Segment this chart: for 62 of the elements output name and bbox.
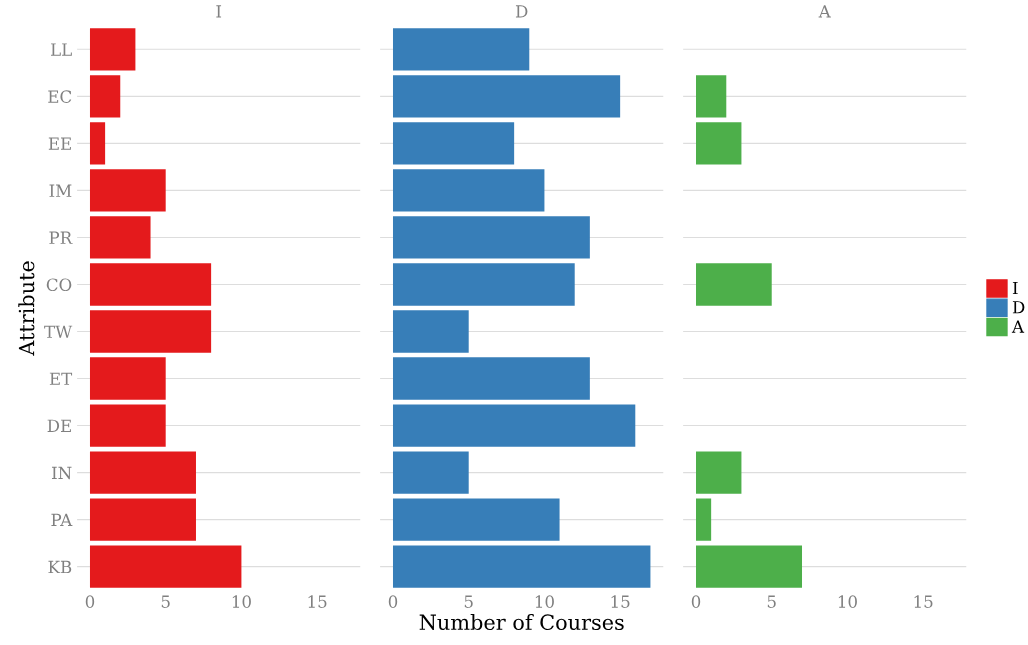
x-tick-label: 5 (464, 595, 473, 608)
bar (392, 122, 515, 165)
bar (89, 498, 196, 541)
legend-label: D (1012, 301, 1025, 314)
x-axis-title: Number of Courses (419, 613, 624, 631)
chart-title: A (818, 5, 831, 18)
bar (392, 169, 545, 212)
y-tick-label: KB (48, 560, 72, 573)
y-tick-label: IM (49, 184, 72, 197)
bar (89, 263, 212, 306)
y-tick-label: DE (47, 419, 71, 432)
bar (392, 404, 636, 447)
bar (392, 357, 590, 400)
y-tick-label: EE (48, 137, 71, 150)
y-tick-label: EC (48, 90, 72, 103)
chart-title: D (515, 5, 528, 18)
x-tick-label: 10 (535, 595, 554, 608)
bar (392, 28, 530, 71)
bar (696, 122, 742, 165)
bar (696, 498, 712, 541)
bar (392, 451, 469, 494)
bar (89, 28, 136, 71)
x-tick-label: 0 (388, 595, 398, 608)
bar (392, 75, 621, 118)
y-tick-label: IN (51, 466, 72, 480)
y-axis-title: Attribute (18, 261, 35, 356)
bar (89, 357, 166, 400)
bar (89, 310, 212, 353)
x-tick-label: 5 (161, 595, 170, 608)
bar (89, 216, 151, 259)
legend-label: I (1012, 281, 1018, 295)
bar (89, 169, 166, 212)
bar (696, 263, 772, 306)
x-tick-label: 10 (232, 595, 251, 608)
bar (696, 545, 803, 588)
x-tick-label: 5 (767, 595, 776, 608)
bar (392, 498, 560, 541)
bar (89, 404, 166, 447)
y-tick-label: LL (51, 43, 72, 56)
bar (89, 451, 196, 494)
y-tick-label: ET (49, 372, 73, 385)
x-tick-label: 15 (611, 595, 630, 608)
bar (392, 310, 469, 353)
legend-label: A (1011, 320, 1025, 333)
bar (89, 122, 106, 165)
y-tick-label: TW (44, 325, 73, 338)
x-tick-label: 0 (691, 595, 701, 608)
bar (696, 451, 742, 494)
bar (392, 545, 651, 588)
x-tick-label: 15 (308, 595, 327, 608)
y-tick-label: PR (49, 231, 73, 244)
bar (89, 545, 242, 588)
y-tick-label: PA (51, 513, 73, 526)
y-tick-label: CO (46, 278, 72, 292)
x-tick-label: 10 (838, 595, 857, 608)
x-tick-label: 15 (914, 595, 933, 608)
bar (696, 75, 727, 118)
bar (392, 216, 590, 259)
bar (89, 75, 121, 118)
x-tick-label: 0 (85, 595, 95, 608)
bar (392, 263, 575, 306)
chart-title: I (216, 5, 222, 18)
